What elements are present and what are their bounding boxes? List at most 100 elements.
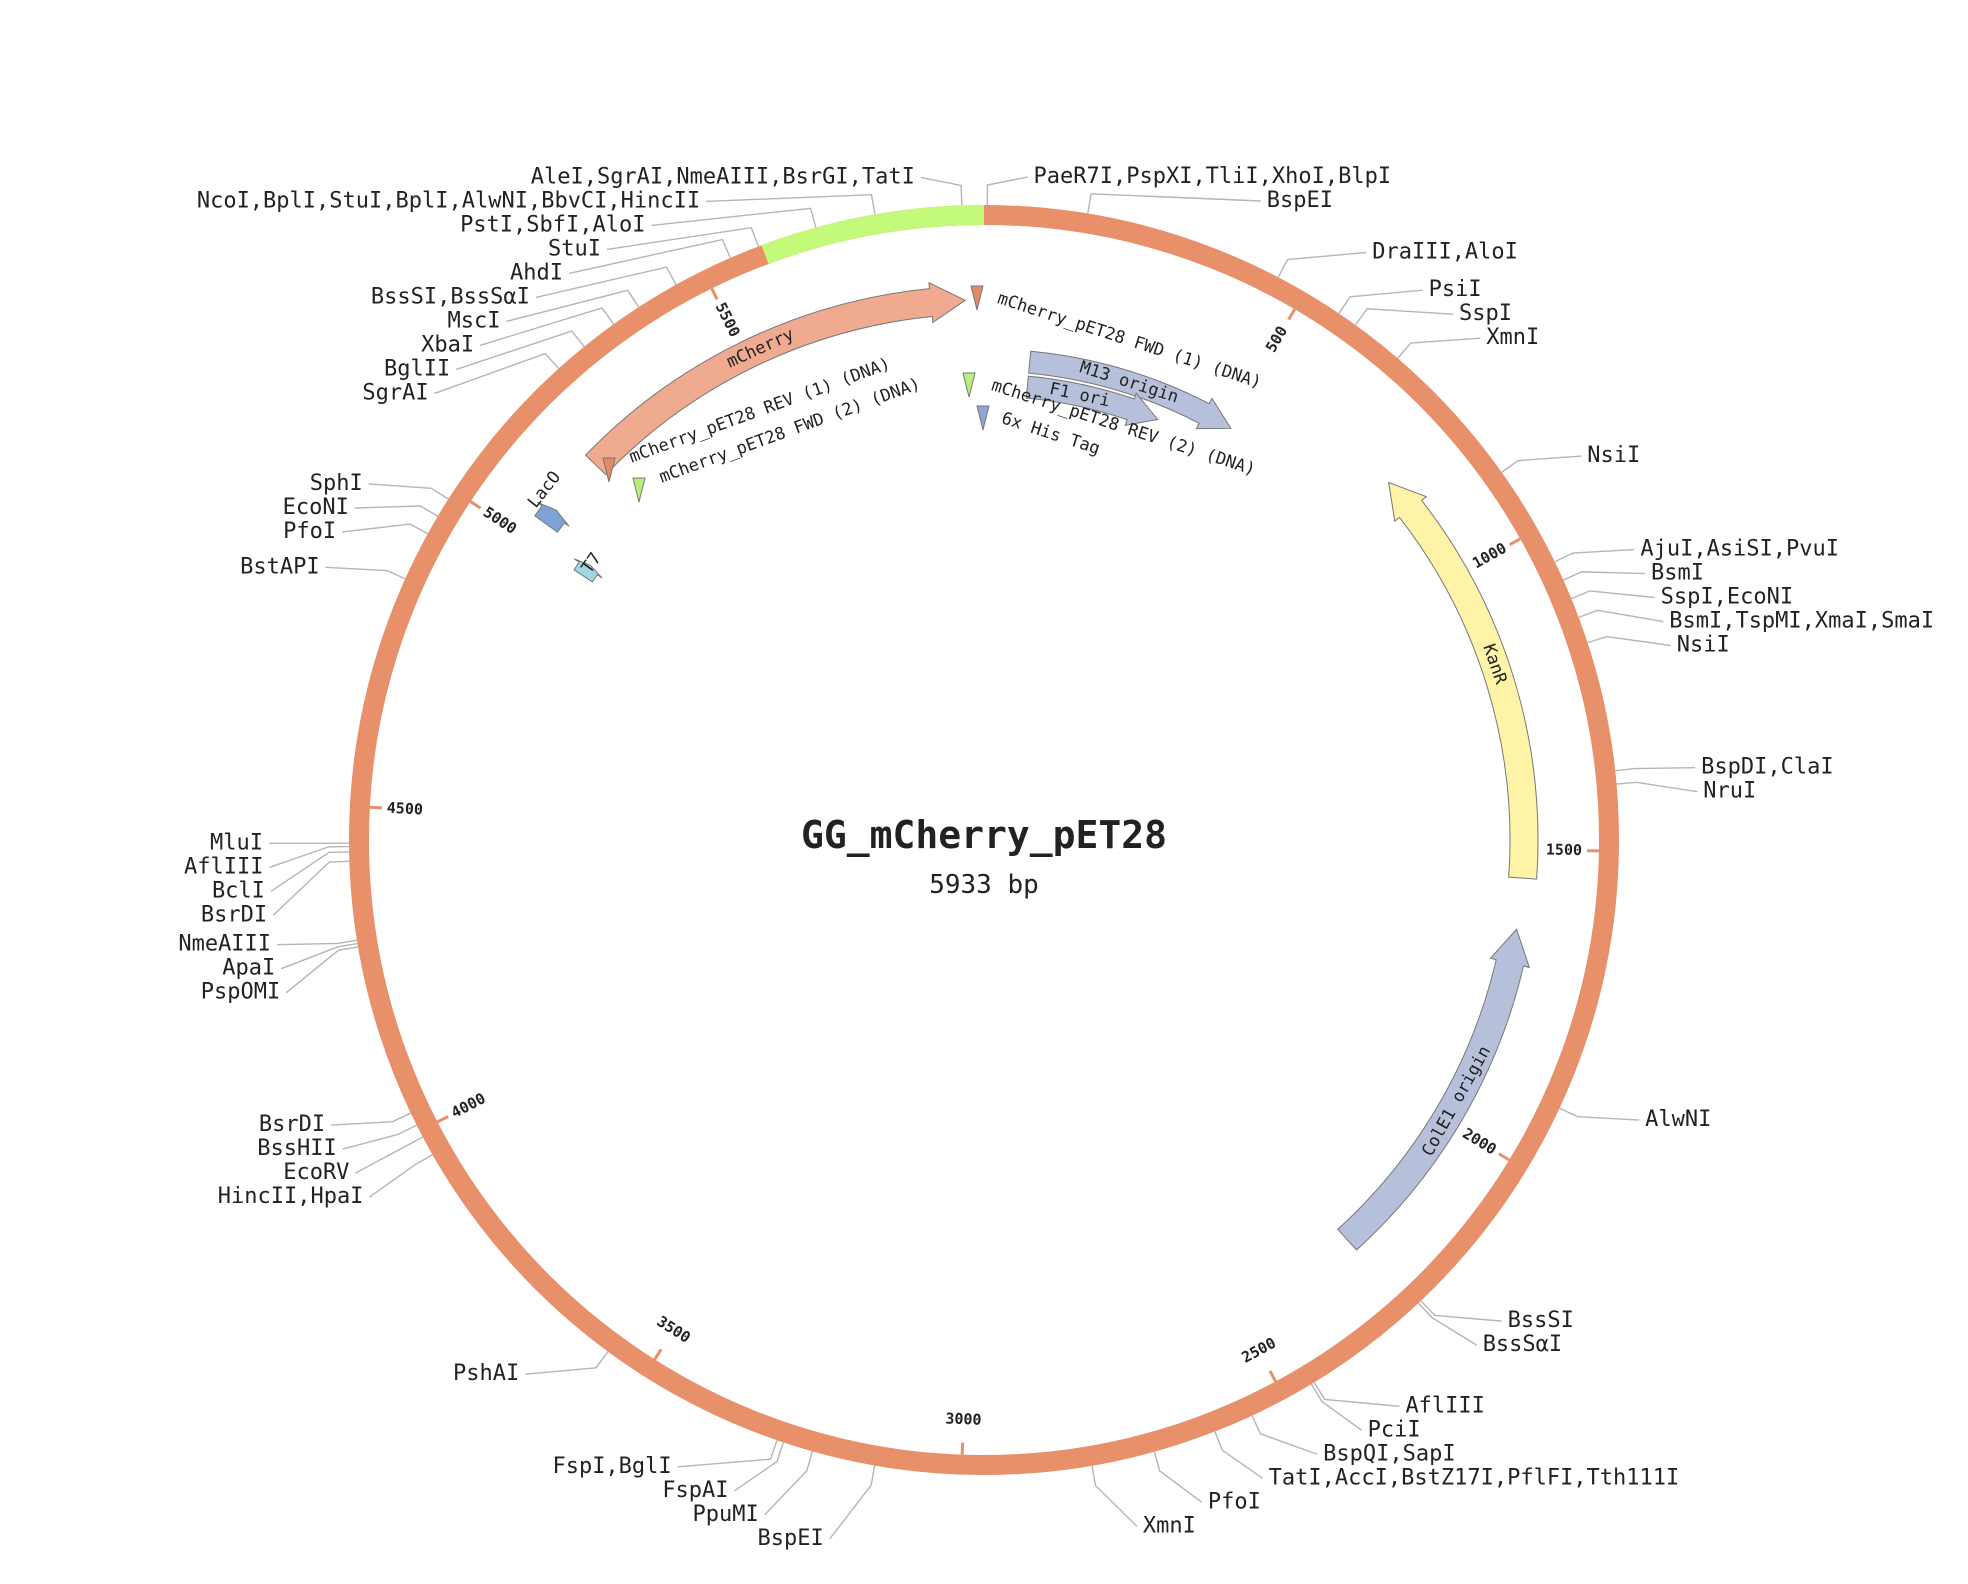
restriction-site-label: NmeAIII bbox=[178, 932, 271, 957]
restriction-site-label: BssSαI bbox=[1483, 1332, 1562, 1357]
restriction-site-label: PspOMI bbox=[201, 980, 280, 1005]
site-leader-line bbox=[1559, 1107, 1640, 1121]
restriction-site-label: BsrDI bbox=[259, 1112, 325, 1137]
site-leader-line bbox=[986, 176, 1028, 206]
feature-arrow bbox=[1028, 350, 1232, 430]
site-leader-line bbox=[734, 1442, 785, 1492]
tick-mark bbox=[469, 500, 482, 510]
restriction-sites: PaeR7I,PspXI,TliI,XhoI,BlpIBspEIDraIII,A… bbox=[178, 164, 1934, 1551]
restriction-site-label: AhdI bbox=[510, 260, 563, 285]
site-leader-line bbox=[269, 845, 350, 868]
restriction-site-label: PshAI bbox=[453, 1361, 519, 1386]
restriction-site-label: NsiI bbox=[1677, 633, 1730, 658]
restriction-site-label: HincII,HpaI bbox=[218, 1184, 364, 1209]
restriction-site-label: BspEI bbox=[758, 1526, 824, 1551]
site-leader-line bbox=[1310, 1383, 1362, 1431]
tick-label: 500 bbox=[1262, 323, 1291, 355]
restriction-site-label: DraIII,AloI bbox=[1372, 239, 1518, 264]
site-leader-line bbox=[677, 1440, 778, 1468]
restriction-site-label: AflIII bbox=[1405, 1393, 1484, 1418]
site-leader-line bbox=[354, 505, 439, 517]
site-leader-line bbox=[456, 330, 585, 371]
tick-mark bbox=[1498, 1152, 1510, 1162]
restriction-site-label: BsmI bbox=[1651, 561, 1704, 586]
site-leader-line bbox=[568, 238, 732, 275]
tick-mark bbox=[710, 287, 719, 300]
insert-arc bbox=[761, 205, 985, 264]
site-leader-line bbox=[1087, 193, 1261, 214]
tick-label: 1000 bbox=[1469, 539, 1509, 572]
primer-marker bbox=[976, 405, 990, 431]
site-leader-line bbox=[1251, 1415, 1318, 1455]
tick-label: 4000 bbox=[448, 1089, 488, 1122]
restriction-site-label: BssHII bbox=[257, 1136, 336, 1161]
feature-arrow bbox=[1337, 928, 1531, 1251]
site-leader-line bbox=[706, 194, 876, 215]
feature-arrow bbox=[1025, 375, 1159, 427]
site-leader-line bbox=[1615, 766, 1696, 772]
site-leader-line bbox=[434, 352, 560, 395]
restriction-site-label: PpuMI bbox=[693, 1502, 759, 1527]
site-leader-line bbox=[1277, 251, 1367, 278]
tick-mark bbox=[1287, 308, 1296, 321]
site-leader-line bbox=[1571, 590, 1655, 600]
restriction-site-label: BssSI bbox=[1508, 1308, 1574, 1333]
restriction-site-label: PciI bbox=[1368, 1417, 1421, 1442]
restriction-site-label: SspI bbox=[1459, 301, 1512, 326]
site-leader-line bbox=[342, 1124, 417, 1150]
restriction-site-label: EcoNI bbox=[283, 495, 349, 520]
site-leader-line bbox=[1313, 1381, 1400, 1407]
site-leader-line bbox=[764, 1451, 814, 1516]
site-leader-line bbox=[355, 1136, 424, 1174]
position-ticks: 500 1000 1500 2000 2500 3000 3500 4000 4500 5000 5… bbox=[369, 287, 1599, 1455]
restriction-site-label: EcoRV bbox=[283, 1160, 349, 1185]
tick-label: 3000 bbox=[945, 1410, 982, 1429]
restriction-site-label: BssSI,BssSαI bbox=[371, 284, 530, 309]
site-leader-line bbox=[829, 1465, 876, 1540]
restriction-site-label: XbaI bbox=[421, 332, 474, 357]
restriction-site-label: SspI,EcoNI bbox=[1661, 585, 1793, 610]
site-leader-line bbox=[331, 1112, 412, 1126]
site-leader-line bbox=[285, 946, 359, 994]
restriction-site-label: NcoI,BplI,StuI,BplI,AlwNI,BbvCI,HincII bbox=[197, 188, 700, 213]
restriction-site-label: FspI,BglI bbox=[552, 1454, 671, 1479]
restriction-site-label: SphI bbox=[310, 471, 363, 496]
restriction-site-label: PsiI bbox=[1429, 277, 1482, 302]
site-leader-line bbox=[606, 226, 760, 251]
feature-arrow bbox=[584, 281, 967, 476]
restriction-site-label: TatI,AccI,BstZ17I,PflFI,Tth111I bbox=[1269, 1465, 1680, 1490]
primer-marker bbox=[602, 457, 616, 483]
site-leader-line bbox=[342, 523, 429, 535]
site-leader-line bbox=[1091, 1465, 1138, 1527]
tick-label: 1500 bbox=[1546, 840, 1582, 859]
site-leader-line bbox=[325, 566, 406, 580]
restriction-site-label: AflIII bbox=[184, 854, 263, 879]
site-leader-line bbox=[1563, 571, 1646, 581]
site-leader-line bbox=[525, 1351, 609, 1375]
tick-label: 2000 bbox=[1459, 1124, 1499, 1158]
tick-mark bbox=[1268, 1370, 1277, 1383]
restriction-site-label: AjuI,AsiSI,PvuI bbox=[1640, 537, 1839, 562]
restriction-site-label: XmnI bbox=[1143, 1513, 1196, 1538]
restriction-site-label: BstAPI bbox=[240, 554, 319, 579]
restriction-site-label: StuI bbox=[548, 236, 601, 261]
restriction-site-label: MscI bbox=[447, 308, 500, 333]
tick-mark bbox=[369, 805, 382, 810]
plasmid-length: 5933 bp bbox=[929, 870, 1039, 900]
tick-label: 2500 bbox=[1239, 1334, 1279, 1367]
site-leader-line bbox=[920, 176, 963, 206]
restriction-site-label: ApaI bbox=[222, 956, 275, 981]
site-leader-line bbox=[1338, 289, 1423, 314]
restriction-site-label: NsiI bbox=[1587, 443, 1640, 468]
restriction-site-label: BspDI,ClaI bbox=[1701, 755, 1833, 780]
restriction-site-label: SgrAI bbox=[362, 380, 428, 405]
restriction-site-label: XmnI bbox=[1486, 325, 1539, 350]
tick-mark bbox=[1509, 537, 1521, 547]
feature-arrow bbox=[573, 558, 603, 583]
site-leader-line bbox=[280, 942, 358, 970]
site-leader-line bbox=[1397, 337, 1481, 359]
plasmid-name: GG_mCherry_pET28 bbox=[801, 813, 1167, 857]
primer-marker bbox=[632, 477, 646, 503]
restriction-site-label: BclI bbox=[212, 878, 265, 903]
